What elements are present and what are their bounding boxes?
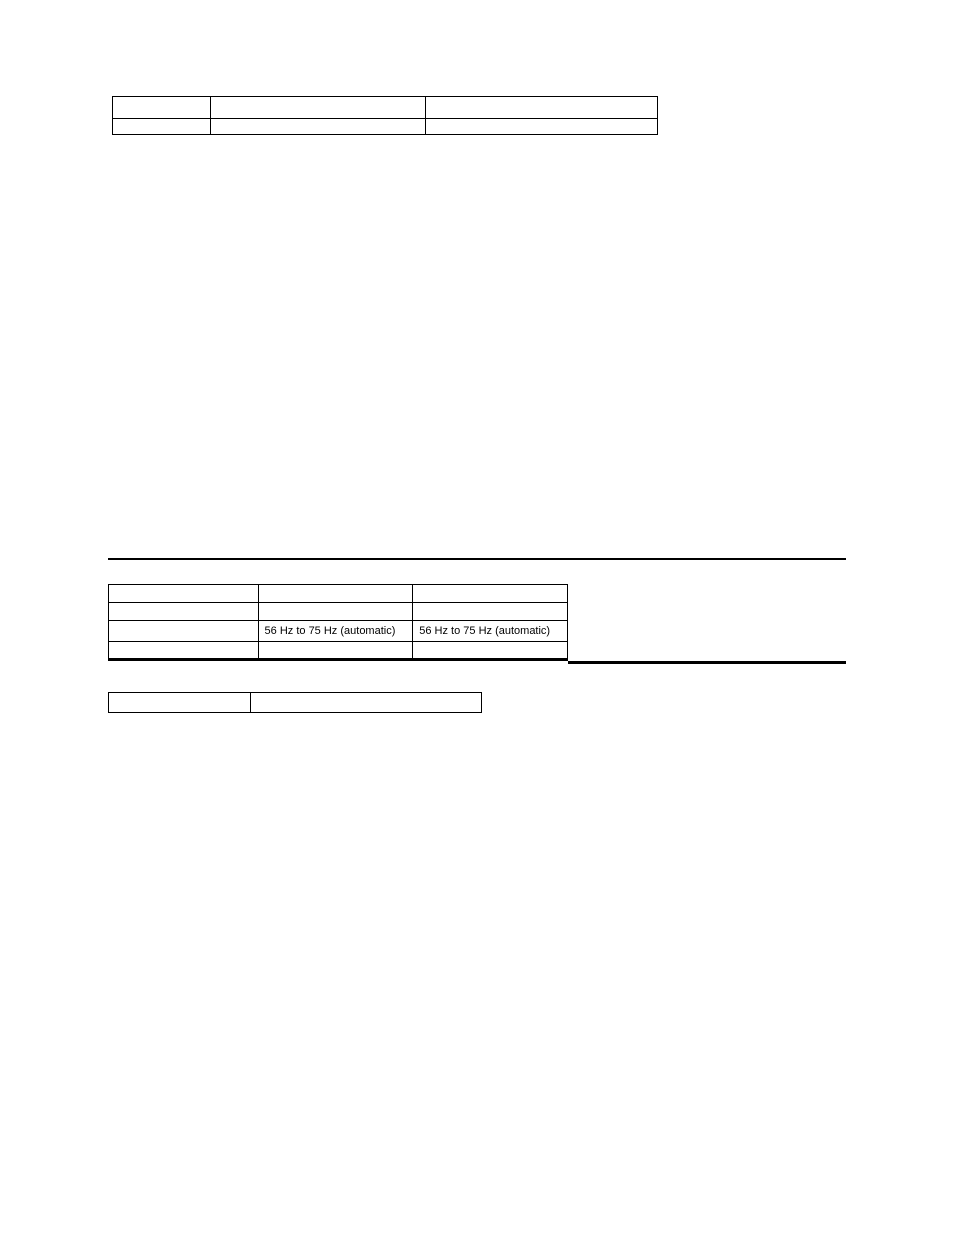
table-cell [425, 97, 657, 119]
table-cell [425, 119, 657, 135]
table-cell [258, 642, 413, 660]
small-table [108, 692, 482, 713]
table-cell [211, 119, 425, 135]
table-cell: 56 Hz to 75 Hz (automatic) [258, 621, 413, 642]
table-cell: 56 Hz to 75 Hz (automatic) [413, 621, 568, 642]
table-cell [109, 642, 259, 660]
table-cell [113, 119, 211, 135]
section-rule-tail [568, 661, 846, 664]
table-header-cell [413, 585, 568, 603]
table-header-cell [258, 585, 413, 603]
table-cell [113, 97, 211, 119]
table-cell [109, 621, 259, 642]
table-header-cell [109, 585, 259, 603]
table-cell [413, 603, 568, 621]
section-rule [108, 558, 846, 560]
table-cell [109, 603, 259, 621]
table-cell [258, 603, 413, 621]
table-cell [109, 693, 251, 713]
table-cell [211, 97, 425, 119]
table-cell [250, 693, 481, 713]
spec-table: 56 Hz to 75 Hz (automatic) 56 Hz to 75 H… [108, 584, 568, 661]
table-cell [413, 642, 568, 660]
pinout-table [112, 96, 658, 135]
